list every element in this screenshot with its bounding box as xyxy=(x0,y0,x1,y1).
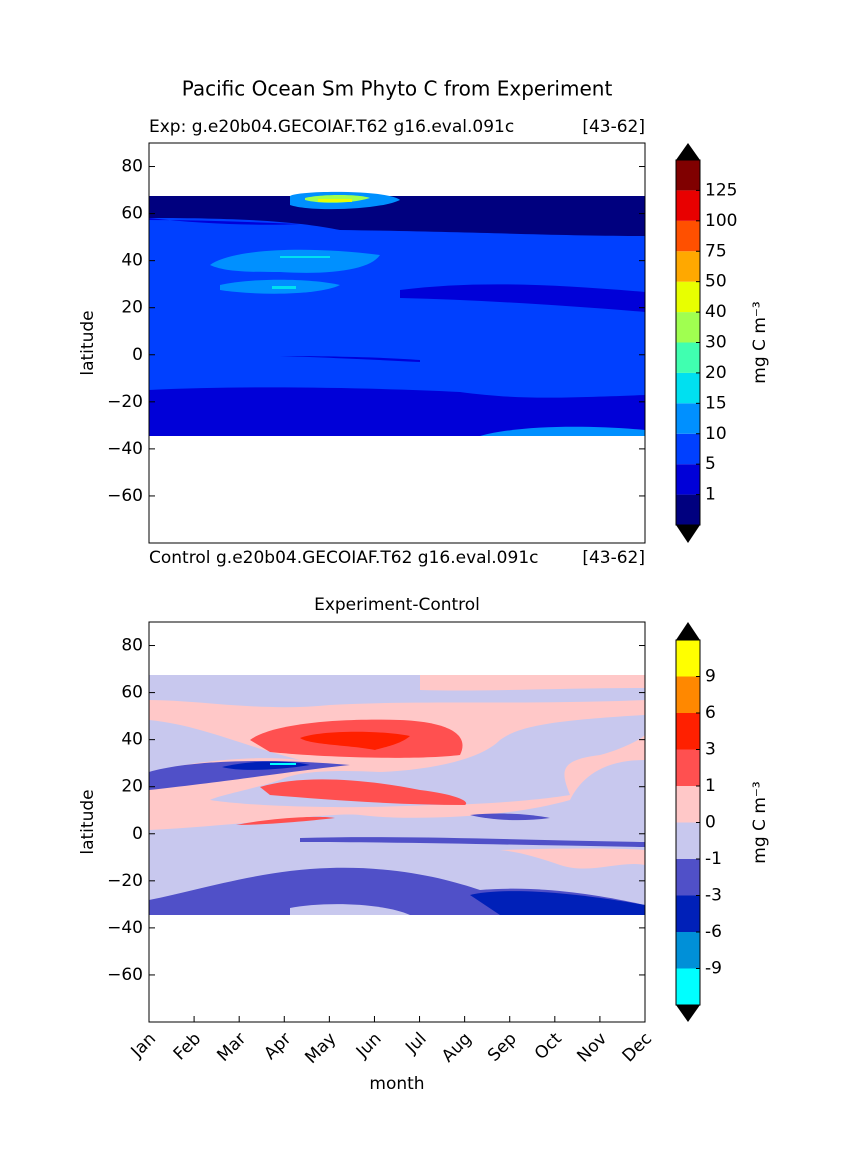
colorbar-segment xyxy=(676,403,700,434)
colorbar-segment xyxy=(676,968,700,1005)
colorbar-label: mg C m⁻³ xyxy=(750,301,770,383)
colorbar-tick-label: 50 xyxy=(705,272,727,292)
y-tick-label: −40 xyxy=(107,439,143,459)
colorbar-segment xyxy=(676,190,700,221)
colorbar-tick-label: -3 xyxy=(705,886,722,906)
contour-field xyxy=(149,191,645,436)
colorbar-tick-label: 100 xyxy=(705,211,737,231)
y-tick-label: 0 xyxy=(132,345,143,365)
y-tick-label: 0 xyxy=(132,824,143,844)
y-tick-label: −40 xyxy=(107,918,143,938)
y-tick-label: −20 xyxy=(107,871,143,891)
colorbar-tick-label: 10 xyxy=(705,424,727,444)
colorbar-segment xyxy=(676,640,700,677)
colorbar-extend-bottom xyxy=(676,1005,700,1022)
colorbar-segment xyxy=(676,713,700,750)
y-tick-label: −20 xyxy=(107,392,143,412)
colorbar-segment xyxy=(676,160,700,191)
colorbar-segment xyxy=(676,433,700,465)
colorbar-segment xyxy=(676,749,700,786)
y-tick-label: 40 xyxy=(121,730,143,750)
colorbar-segment xyxy=(676,932,700,969)
x-tick-label: Feb xyxy=(170,1029,205,1064)
colorbar-tick-label: 9 xyxy=(705,667,716,687)
colorbar-extend-top xyxy=(676,622,700,640)
colorbar-tick-label: 0 xyxy=(705,813,716,833)
y-tick-label: −60 xyxy=(107,965,143,985)
colorbar-segment xyxy=(676,220,700,252)
colorbar-segment xyxy=(676,342,700,373)
x-tick-label: Jun xyxy=(352,1029,386,1063)
y-tick-label: −60 xyxy=(107,486,143,506)
colorbar-segment xyxy=(676,312,700,343)
colorbar-tick-label: -1 xyxy=(705,849,722,869)
y-tick-label: 60 xyxy=(121,204,143,224)
colorbar-segment xyxy=(676,494,700,525)
chart-title: Pacific Ocean Sm Phyto C from Experiment xyxy=(182,77,613,101)
contour-field xyxy=(149,675,645,915)
y-tick-label: 80 xyxy=(121,636,143,656)
y-tick-label: 80 xyxy=(121,157,143,177)
colorbar-segment xyxy=(676,464,700,495)
colorbar-segment xyxy=(676,822,700,859)
colorbar-tick-label: 3 xyxy=(705,740,716,760)
subtitle-range: [43-62] xyxy=(582,117,645,137)
colorbar-extend-bottom xyxy=(676,525,700,543)
colorbar-label: mg C m⁻³ xyxy=(750,781,770,863)
colorbar-tick-label: 125 xyxy=(705,180,737,200)
x-tick-label: Aug xyxy=(438,1029,476,1067)
colorbar-tick-label: 5 xyxy=(705,454,716,474)
colorbar-tick-label: 6 xyxy=(705,703,716,723)
colorbar-extend-top xyxy=(676,143,700,160)
y-tick-label: 40 xyxy=(121,251,143,271)
colorbar-tick-label: -9 xyxy=(705,959,722,979)
colorbar-tick-label: 75 xyxy=(705,241,727,261)
x-tick-label: Apr xyxy=(260,1029,295,1064)
colorbar-segment xyxy=(676,372,700,404)
control-range: [43-62] xyxy=(582,548,645,568)
x-tick-label: Jul xyxy=(401,1029,430,1058)
colorbar-tick-label: 20 xyxy=(705,363,727,383)
y-tick-label: 20 xyxy=(121,298,143,318)
colorbar-segment xyxy=(676,281,700,313)
colorbar-segment xyxy=(676,895,700,932)
colorbar-tick-label: 30 xyxy=(705,333,727,353)
y-tick-label: 20 xyxy=(121,777,143,797)
subtitle: Exp: g.e20b04.GECOIAF.T62 g16.eval.091c xyxy=(149,117,514,137)
colorbar-tick-label: 1 xyxy=(705,485,716,505)
x-tick-label: Mar xyxy=(213,1029,250,1066)
colorbar-segment xyxy=(676,859,700,896)
x-tick-label: Jan xyxy=(127,1029,160,1062)
x-tick-label: Nov xyxy=(573,1029,611,1067)
colorbar-tick-label: 15 xyxy=(705,393,727,413)
colorbar-segment xyxy=(676,786,700,823)
colorbar-tick-label: -6 xyxy=(705,922,722,942)
y-tick-label: 60 xyxy=(121,683,143,703)
colorbar-segment xyxy=(676,676,700,713)
colorbar-tick-label: 1 xyxy=(705,776,716,796)
control-label: Control xyxy=(149,548,210,568)
control-run: g.e20b04.GECOIAF.T62 g16.eval.091c xyxy=(216,548,538,568)
colorbar-segment xyxy=(676,251,700,282)
plot-frame xyxy=(148,621,646,1023)
x-tick-label: Sep xyxy=(484,1029,521,1066)
plot-frame xyxy=(148,142,646,544)
colorbar-tick-label: 40 xyxy=(705,302,727,322)
y-axis-label: latitude xyxy=(78,789,98,854)
y-axis-label: latitude xyxy=(78,310,98,375)
x-axis-label: month xyxy=(369,1074,424,1094)
x-tick-label: Oct xyxy=(531,1029,566,1064)
x-tick-label: Dec xyxy=(619,1029,656,1066)
subplot-title: Experiment-Control xyxy=(314,595,480,615)
x-tick-label: May xyxy=(301,1029,340,1068)
